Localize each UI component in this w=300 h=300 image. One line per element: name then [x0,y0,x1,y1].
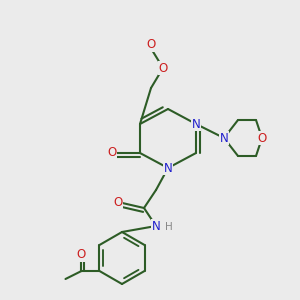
Text: O: O [77,248,86,262]
Text: O: O [107,146,117,160]
Text: O: O [257,131,267,145]
Text: N: N [152,220,160,232]
Text: N: N [220,131,228,145]
Text: N: N [192,118,200,130]
Text: O: O [158,61,168,74]
Text: O: O [146,38,156,52]
Text: H: H [165,222,173,232]
Text: O: O [113,196,123,208]
Text: N: N [164,161,172,175]
Text: O: O [146,38,156,52]
